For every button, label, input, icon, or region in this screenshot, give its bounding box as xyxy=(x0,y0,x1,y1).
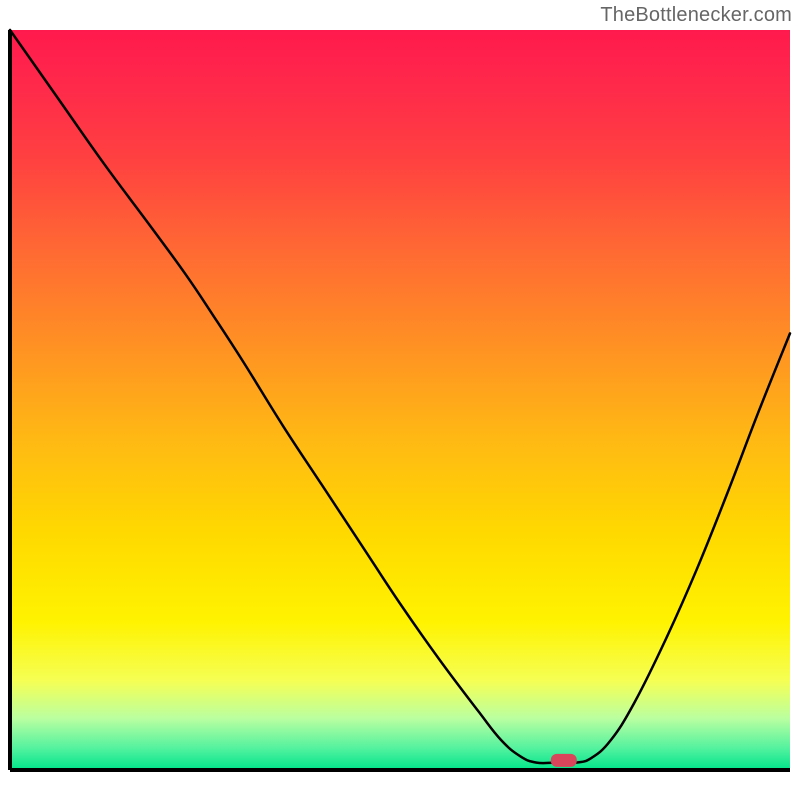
chart-background-gradient xyxy=(10,30,790,770)
optimal-point-marker xyxy=(551,754,577,767)
bottleneck-chart xyxy=(0,0,800,800)
watermark-text: TheBottlenecker.com xyxy=(600,4,792,27)
